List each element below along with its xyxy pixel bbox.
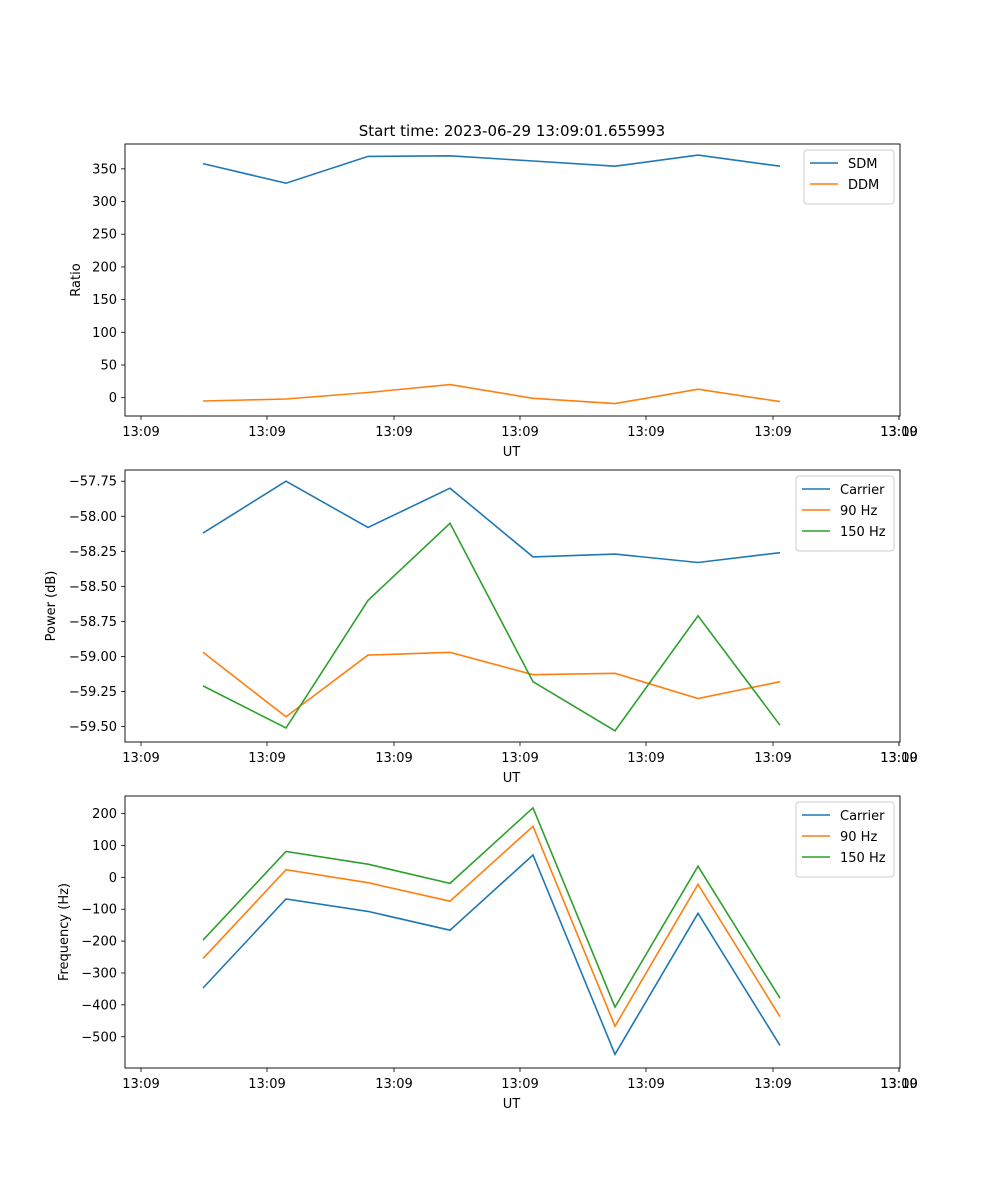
x-axis-label: UT [503,1097,521,1112]
legend-label: Carrier [840,483,885,498]
x-tick-label: 13:09 [501,751,538,766]
y-axis-label: Frequency (Hz) [57,883,72,981]
y-axis-label: Ratio [69,263,84,296]
x-tick-label: 13:09 [754,751,791,766]
x-tick-label: 13:09 [627,751,664,766]
legend-label: 90 Hz [840,504,877,519]
y-tick-label: 300 [92,195,117,210]
legend-label: Carrier [840,809,885,824]
legend-label: 90 Hz [840,830,877,845]
x-tick-label: 13:09 [627,1077,664,1092]
x-tick-label: 13:09 [375,425,412,440]
series-line-ddm [202,383,781,405]
legend-box [795,801,895,878]
x-tick-label: 13:10 [880,425,917,440]
x-axis-label: UT [503,445,521,460]
x-tick-label: 13:09 [122,1077,159,1092]
x-tick-label: 13:09 [122,751,159,766]
x-axis-label: UT [503,771,521,786]
series-line-150-hz [202,806,781,1009]
series-line-sdm [202,154,781,185]
legend: Carrier 90 Hz 150 Hz [795,475,895,552]
x-tick-label: 13:09 [501,425,538,440]
legend-label: SDM [848,157,877,172]
legend-label: 150 Hz [840,851,886,866]
y-tick-label: −59.50 [69,720,117,735]
series-line-150-hz [202,521,781,732]
y-tick-label: −300 [81,966,117,981]
series-line-carrier [202,853,781,1057]
y-tick-label: −58.50 [69,580,117,595]
y-tick-label: −59.00 [69,650,117,665]
legend: Carrier 90 Hz 150 Hz [795,801,895,878]
x-tick-label: 13:09 [248,1077,285,1092]
y-tick-label: −59.25 [69,685,117,700]
y-tick-label: −200 [81,935,117,950]
legend-label: DDM [848,178,879,193]
y-tick-label: 100 [92,326,117,341]
x-tick-label: 13:09 [880,425,917,440]
legend: SDM DDM [803,149,895,205]
legend-box [795,475,895,552]
x-tick-label: 13:09 [375,1077,412,1092]
y-tick-label: 200 [92,807,117,822]
chart-panel-3: 13:09 13:09 13:09 13:09 13:09 13:09 13:0913:10… [57,795,918,1112]
axes-frame [124,469,901,743]
x-tick-label: 13:09 [375,751,412,766]
y-tick-label: 200 [92,260,117,275]
x-tick-label: 13:09 [248,425,285,440]
x-tick-label: 13:09 [248,751,285,766]
series-line-carrier [202,480,781,564]
y-tick-label: 0 [109,871,117,886]
x-tick-label: 13:09 [880,751,917,766]
figure-title: Start time: 2023-06-29 13:09:01.655993 [359,122,665,140]
x-tick-label: 13:09 [501,1077,538,1092]
series-line-90-hz [202,824,781,1029]
y-tick-label: −58.75 [69,615,117,630]
y-tick-label: −58.25 [69,545,117,560]
y-tick-label: 150 [92,293,117,308]
legend-label: 150 Hz [840,525,886,540]
y-tick-label: −58.00 [69,510,117,525]
x-tick-label: 13:10 [880,751,917,766]
y-axis-label: Power (dB) [44,571,59,642]
x-tick-label: 13:09 [754,425,791,440]
axes-frame [124,143,901,417]
y-tick-label: −100 [81,903,117,918]
x-tick-label: 13:09 [880,1077,917,1092]
axes-frame [124,795,901,1069]
x-tick-label: 13:10 [880,1077,917,1092]
y-tick-label: 100 [92,839,117,854]
x-tick-label: 13:09 [754,1077,791,1092]
x-tick-label: 13:09 [122,425,159,440]
chart-panel-2: 13:09 13:09 13:09 13:09 13:09 13:09 13:0913:10… [44,469,918,786]
panels: 13:09 13:09 13:09 13:09 13:09 13:09 13:0913:10… [44,143,918,1112]
y-tick-label: 250 [92,228,117,243]
y-tick-label: 50 [100,359,117,374]
x-tick-label: 13:09 [627,425,664,440]
y-tick-label: −400 [81,998,117,1013]
chart-panel-1: 13:09 13:09 13:09 13:09 13:09 13:09 13:0913:10… [69,143,918,460]
y-tick-label: −500 [81,1030,117,1045]
y-tick-label: −57.75 [69,475,117,490]
y-tick-label: 350 [92,162,117,177]
y-tick-label: 0 [109,391,117,406]
